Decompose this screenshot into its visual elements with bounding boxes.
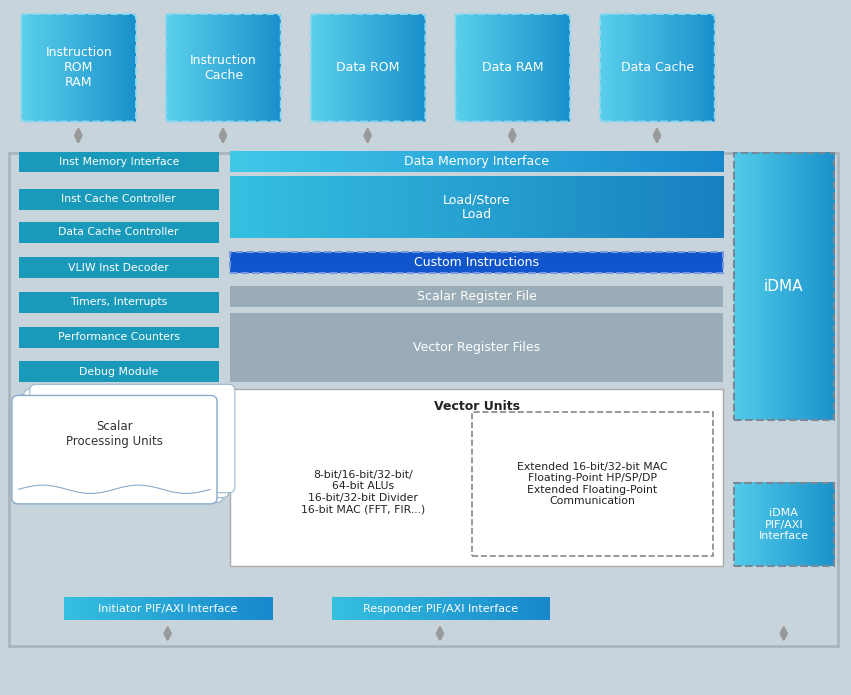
Text: Instruction
Cache: Instruction Cache bbox=[190, 54, 257, 82]
Bar bbox=[230, 286, 723, 307]
Text: Data Cache: Data Cache bbox=[621, 61, 694, 74]
Text: Vector Register Files: Vector Register Files bbox=[413, 341, 540, 354]
Bar bbox=[19, 189, 219, 210]
FancyBboxPatch shape bbox=[24, 389, 229, 498]
FancyBboxPatch shape bbox=[12, 395, 217, 504]
Text: Load/Store
Load: Load/Store Load bbox=[443, 193, 511, 221]
Text: Inst Memory Interface: Inst Memory Interface bbox=[59, 157, 179, 167]
Text: 8-bit/16-bit/32-bit/
64-bit ALUs
16-bit/32-bit Divider
16-bit MAC (FFT, FIR...): 8-bit/16-bit/32-bit/ 64-bit ALUs 16-bit/… bbox=[301, 470, 426, 514]
Text: Data Cache Controller: Data Cache Controller bbox=[59, 227, 179, 237]
Text: Extended 16-bit/32-bit MAC
Floating-Point HP/SP/DP
Extended Floating-Point
Commu: Extended 16-bit/32-bit MAC Floating-Poin… bbox=[517, 461, 668, 507]
Text: Data ROM: Data ROM bbox=[336, 61, 400, 74]
Bar bbox=[9, 153, 838, 646]
Bar bbox=[734, 483, 834, 566]
Text: Timers, Interrupts: Timers, Interrupts bbox=[70, 297, 168, 307]
Bar bbox=[19, 292, 219, 313]
Text: iDMA
PIF/AXI
Interface: iDMA PIF/AXI Interface bbox=[759, 508, 808, 541]
Text: Data RAM: Data RAM bbox=[482, 61, 544, 74]
Bar bbox=[19, 257, 219, 278]
Bar bbox=[734, 153, 834, 420]
Bar bbox=[230, 252, 723, 273]
Bar bbox=[230, 389, 723, 566]
Bar bbox=[230, 252, 723, 273]
Bar bbox=[230, 313, 723, 382]
Text: Instruction
ROM
RAM: Instruction ROM RAM bbox=[45, 47, 112, 89]
Text: Scalar
Processing Units: Scalar Processing Units bbox=[66, 420, 163, 448]
Bar bbox=[19, 361, 219, 382]
Text: Performance Counters: Performance Counters bbox=[58, 332, 180, 342]
Bar bbox=[19, 152, 219, 172]
Bar bbox=[19, 222, 219, 243]
Text: Data Memory Interface: Data Memory Interface bbox=[404, 156, 549, 168]
FancyBboxPatch shape bbox=[30, 384, 235, 493]
Text: Responder PIF/AXI Interface: Responder PIF/AXI Interface bbox=[363, 604, 518, 614]
Text: VLIW Inst Decoder: VLIW Inst Decoder bbox=[68, 263, 169, 272]
Text: Custom Instructions: Custom Instructions bbox=[414, 256, 539, 269]
Text: Scalar Register File: Scalar Register File bbox=[417, 291, 536, 303]
Text: Inst Cache Controller: Inst Cache Controller bbox=[61, 195, 176, 204]
Bar bbox=[471, 412, 713, 556]
Text: Initiator PIF/AXI Interface: Initiator PIF/AXI Interface bbox=[99, 604, 237, 614]
Text: iDMA: iDMA bbox=[764, 279, 803, 294]
FancyBboxPatch shape bbox=[18, 394, 223, 502]
Bar bbox=[19, 327, 219, 348]
Text: Debug Module: Debug Module bbox=[79, 367, 158, 377]
Text: Vector Units: Vector Units bbox=[433, 400, 520, 413]
